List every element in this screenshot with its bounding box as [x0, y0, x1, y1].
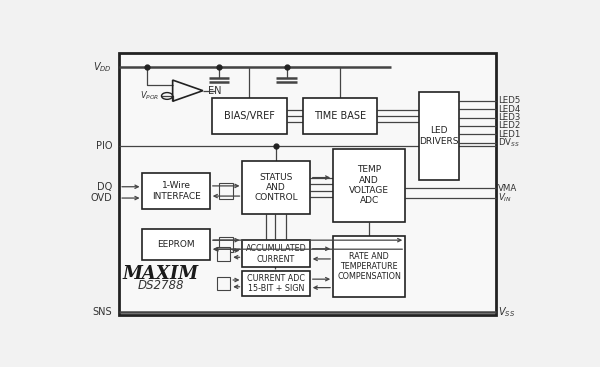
Text: CURRENT ADC
15-BIT + SIGN: CURRENT ADC 15-BIT + SIGN	[247, 274, 305, 293]
Bar	[217, 277, 230, 290]
Text: DS2788: DS2788	[138, 279, 184, 292]
Text: EEPROM: EEPROM	[157, 240, 195, 249]
Text: $V_{DD}$: $V_{DD}$	[94, 60, 112, 73]
Bar	[217, 247, 230, 261]
Bar	[333, 236, 405, 297]
Text: VMA: VMA	[498, 184, 517, 193]
Text: 1-Wire
INTERFACE: 1-Wire INTERFACE	[152, 181, 200, 201]
Bar	[119, 52, 496, 315]
Text: OVD: OVD	[91, 193, 112, 203]
Text: PIO: PIO	[96, 141, 112, 151]
Text: RATE AND
TEMPERATURE
COMPENSATION: RATE AND TEMPERATURE COMPENSATION	[337, 252, 401, 281]
Bar	[219, 237, 233, 252]
Text: LED
DRIVERS: LED DRIVERS	[419, 126, 458, 146]
Bar	[212, 98, 287, 134]
Text: MAXIM: MAXIM	[123, 265, 199, 283]
Text: $V_{POR}$: $V_{POR}$	[140, 90, 159, 102]
Text: ACCUMULATED
CURRENT: ACCUMULATED CURRENT	[246, 244, 307, 264]
Bar	[219, 183, 233, 199]
Text: EN: EN	[208, 86, 222, 96]
Text: DV$_{SS}$: DV$_{SS}$	[498, 137, 520, 149]
Text: LED5: LED5	[498, 96, 521, 105]
Text: LED2: LED2	[498, 121, 521, 131]
Text: SNS: SNS	[92, 307, 112, 317]
Text: LED3: LED3	[498, 113, 521, 122]
Text: LED1: LED1	[498, 130, 521, 139]
Bar	[242, 161, 310, 214]
Bar	[419, 92, 458, 180]
Text: TEMP
AND
VOLTAGE
ADC: TEMP AND VOLTAGE ADC	[349, 165, 389, 206]
Bar	[333, 149, 405, 222]
Text: BIAS/VREF: BIAS/VREF	[224, 111, 275, 121]
Text: $V_{SS}$: $V_{SS}$	[498, 305, 515, 319]
Text: LED4: LED4	[498, 105, 521, 113]
Bar	[242, 240, 310, 267]
Bar	[242, 271, 310, 296]
Text: DQ: DQ	[97, 182, 112, 192]
Text: STATUS
AND
CONTROL: STATUS AND CONTROL	[254, 172, 298, 202]
Bar	[142, 229, 210, 260]
Bar	[303, 98, 377, 134]
Bar	[142, 172, 210, 209]
Text: TIME BASE: TIME BASE	[314, 111, 366, 121]
Text: $V_{IN}$: $V_{IN}$	[498, 192, 512, 204]
